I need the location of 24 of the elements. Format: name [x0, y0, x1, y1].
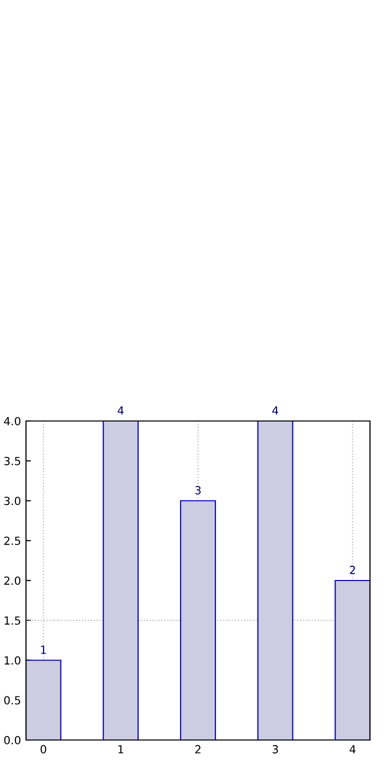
- x-tick-label: 2: [195, 745, 200, 754]
- x-tick-label: 1: [118, 745, 124, 754]
- data-label: 3: [195, 486, 201, 494]
- x-tick-label: 4: [350, 745, 356, 754]
- bar: [334, 580, 370, 740]
- y-tick-label: 4.0: [4, 416, 20, 426]
- y-tick-label: 2.0: [4, 576, 20, 585]
- x-tick-label: 0: [40, 745, 46, 754]
- y-tick-label: 1.0: [4, 656, 20, 665]
- data-label: 1: [41, 646, 46, 654]
- data-label: 4: [118, 406, 124, 415]
- x-tick-label: 3: [272, 745, 278, 754]
- y-tick-label: 1.5: [4, 616, 20, 625]
- y-tick-label: 3.5: [4, 456, 20, 466]
- data-label: 2: [350, 566, 356, 574]
- data-label: 4: [272, 406, 278, 415]
- bar: [26, 660, 62, 740]
- y-tick-label: 2.5: [4, 536, 20, 546]
- bar: [180, 500, 216, 740]
- bar: [257, 421, 294, 740]
- y-tick-label: 3.0: [4, 496, 20, 506]
- y-tick-label: 0.0: [4, 736, 20, 744]
- y-tick-label: 0.5: [4, 696, 20, 705]
- bar: [102, 421, 139, 740]
